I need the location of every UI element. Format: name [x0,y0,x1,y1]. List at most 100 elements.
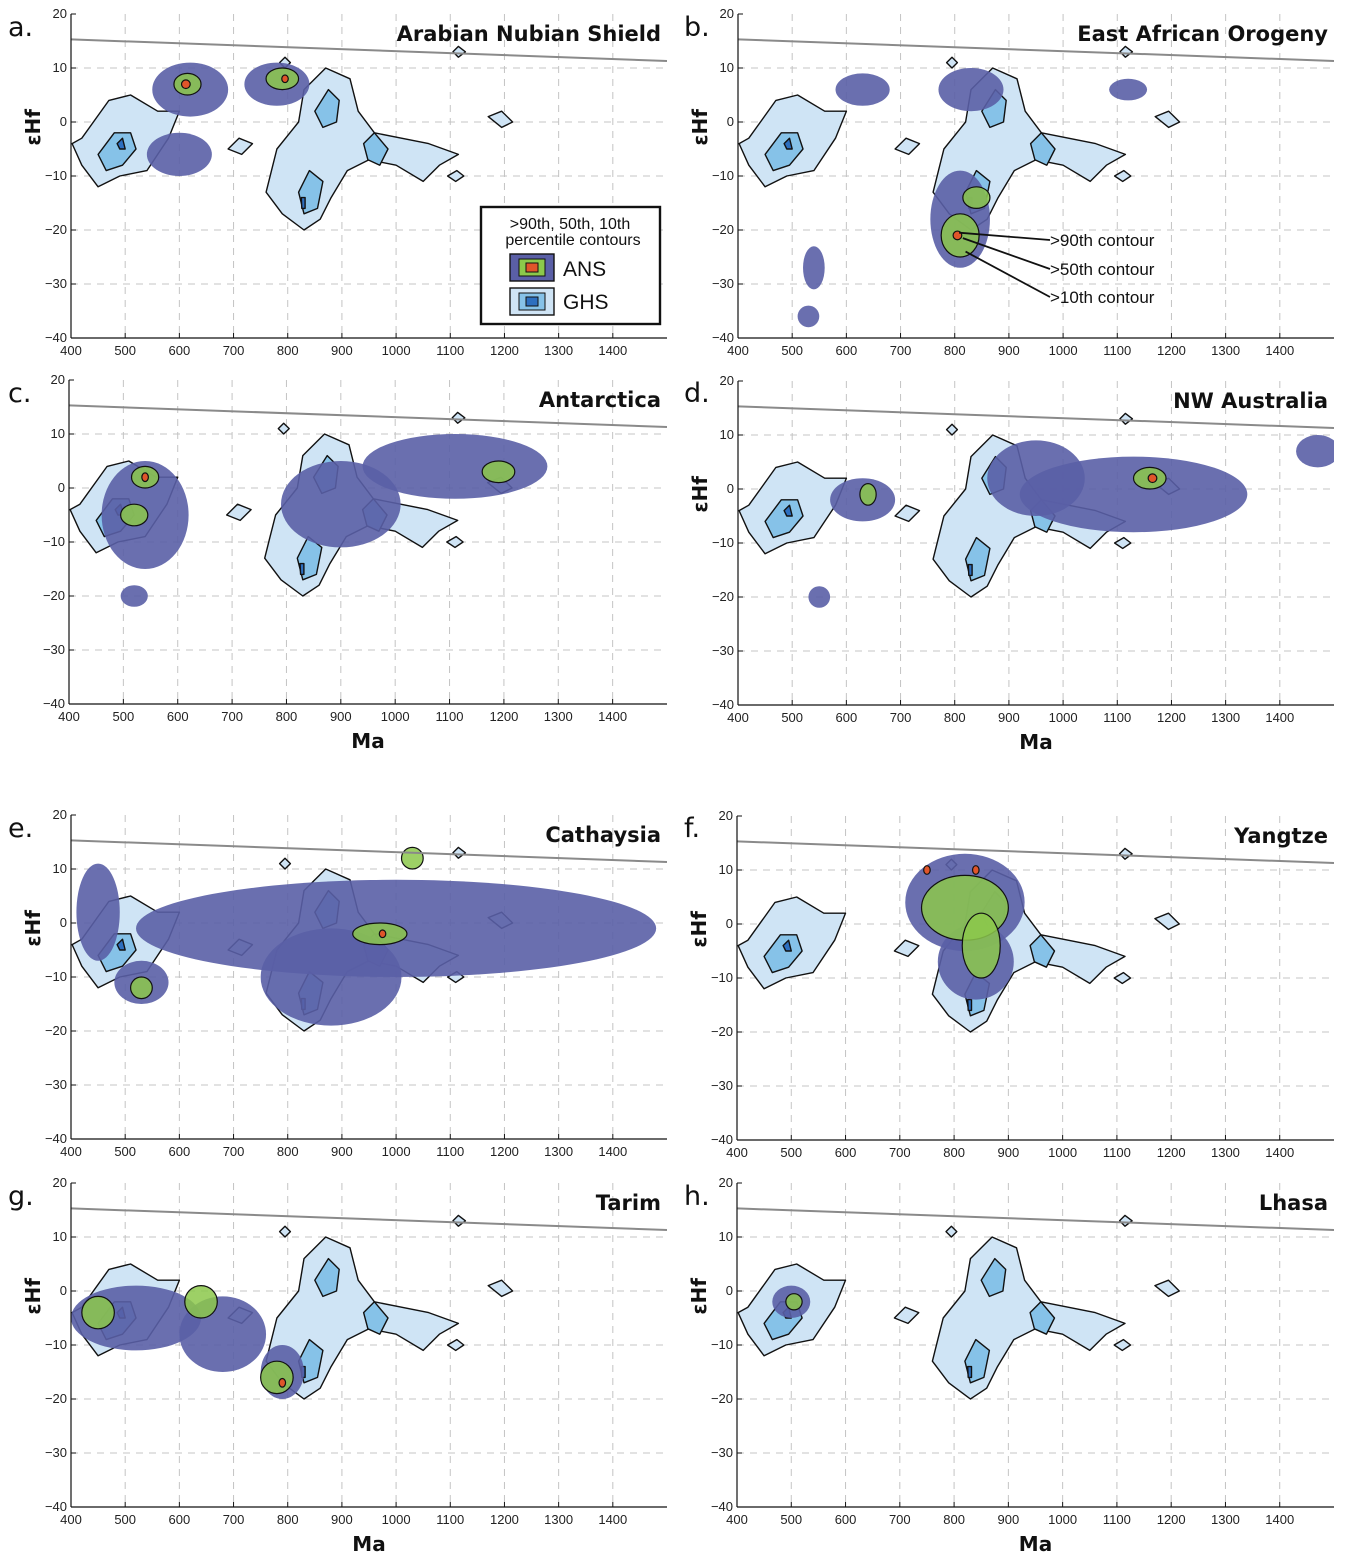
x-tick-label: 500 [781,343,803,358]
plot-area [737,840,1334,1033]
depleted-mantle-line [69,404,667,428]
panel-letter: c. [8,378,31,409]
ghs-contour [1119,412,1134,425]
y-tick-label: 0 [727,481,734,496]
x-tick-label: 1100 [436,1144,464,1159]
y-tick-label: −20 [712,589,734,604]
y-tick-label: −40 [45,1499,67,1514]
x-tick-label: 1400 [598,343,627,358]
x-tick-label: 1300 [1211,1512,1240,1527]
ghs-contour [452,846,467,859]
ans-contour-10th [1296,435,1334,468]
plot-area [737,1207,1334,1400]
y-tick-label: 20 [719,1175,733,1190]
x-tick-label: 500 [114,1144,136,1159]
ghs-contour [783,137,793,150]
y-tick-label: −40 [711,1499,733,1514]
x-tick-label: 1200 [1157,343,1186,358]
x-tick-label: 1400 [1265,343,1294,358]
depleted-mantle-line [737,1207,1334,1231]
x-tick-label: 1300 [544,1144,573,1159]
panel-h: 400 500 600 700 800 900 1000 1100 1200 1300 1400 −4… [684,1175,1334,1555]
panel-title: Arabian Nubian Shield [397,22,661,46]
panel-title: Cathaysia [545,823,661,847]
x-tick-label: 1200 [489,709,518,724]
ans-contour-50th [130,976,153,1000]
legend-ghs-inner [525,296,539,307]
y-tick-label: −40 [43,696,65,711]
ans-contour-10th [987,440,1085,516]
x-tick-label: 1100 [1103,343,1131,358]
ghs-contour [1029,934,1056,968]
x-tick-label: 1200 [1157,1145,1186,1160]
x-tick-label: 1000 [382,343,411,358]
x-axis-label: Ma [1019,1532,1052,1555]
y-tick-label: 0 [726,916,733,931]
ghs-contour [451,411,466,424]
ans-contour-10th [76,863,120,961]
legend-ans-inner [525,262,539,273]
y-axis-label: εHf [21,109,45,146]
ghs-contour [894,504,921,523]
x-tick-label: 500 [114,1512,136,1527]
y-tick-label: −40 [711,1132,733,1147]
y-tick-label: 10 [51,426,65,441]
depleted-mantle-line [737,840,1334,864]
panel-letter: g. [8,1181,34,1212]
ans-contour-10th [835,73,890,106]
x-tick-label: 700 [890,343,912,358]
ans-contour-50th [260,1360,294,1395]
ghs-contour [487,110,514,129]
x-tick-label: 1200 [1157,710,1186,725]
x-tick-label: 600 [835,1145,857,1160]
x-tick-label: 600 [167,709,189,724]
annotation-label: >50th contour [1050,260,1155,279]
x-axis-label: Ma [1019,730,1052,754]
ghs-contour [1113,971,1132,985]
panel-letter: b. [684,12,710,43]
x-tick-label: 1400 [1265,1145,1294,1160]
ans-contour-10th [281,461,401,548]
panel-a: 400 500 600 700 800 900 1000 1100 1200 1300 1400 −4… [8,6,667,358]
y-tick-label: −30 [45,276,67,291]
panel-letter: e. [8,813,33,844]
y-tick-label: −10 [45,168,67,183]
ghs-contour [314,88,340,129]
x-tick-label: 600 [836,343,858,358]
y-axis-label: εHf [21,1278,45,1315]
x-axis-label: Ma [352,1532,385,1555]
annotation-pointer [958,231,1051,241]
ans-contour-50th [481,460,516,484]
ans-contour-90th [923,865,931,875]
x-tick-label: 900 [331,1512,353,1527]
ghs-contour [452,1214,467,1227]
x-tick-label: 600 [169,1144,191,1159]
x-tick-label: 1100 [436,709,464,724]
y-tick-label: 0 [726,1283,733,1298]
ans-contour-90th [278,1377,287,1388]
x-tick-label: 1400 [598,1144,627,1159]
x-tick-label: 600 [836,710,858,725]
ans-contour-10th [797,305,820,328]
panel-title: NW Australia [1173,389,1328,413]
ghs-contour [1029,132,1056,166]
y-tick-label: −40 [45,1131,67,1146]
y-tick-label: −20 [45,1023,67,1038]
ghs-contour [362,132,389,166]
y-tick-label: 20 [720,373,734,388]
ans-contour-10th [146,132,212,176]
y-tick-label: 10 [720,60,734,75]
x-tick-label: 1200 [490,343,519,358]
legend-entry-ghs: GHS [563,291,609,314]
x-tick-label: 400 [58,709,80,724]
ghs-contour [764,499,804,539]
ghs-contour [783,504,793,517]
ghs-contour [967,1365,973,1379]
x-tick-label: 1000 [1048,1512,1077,1527]
panel-title: East African Orogeny [1077,22,1328,46]
x-tick-label: 1000 [382,1512,411,1527]
y-tick-label: −10 [712,535,734,550]
ghs-contour [1113,536,1132,550]
